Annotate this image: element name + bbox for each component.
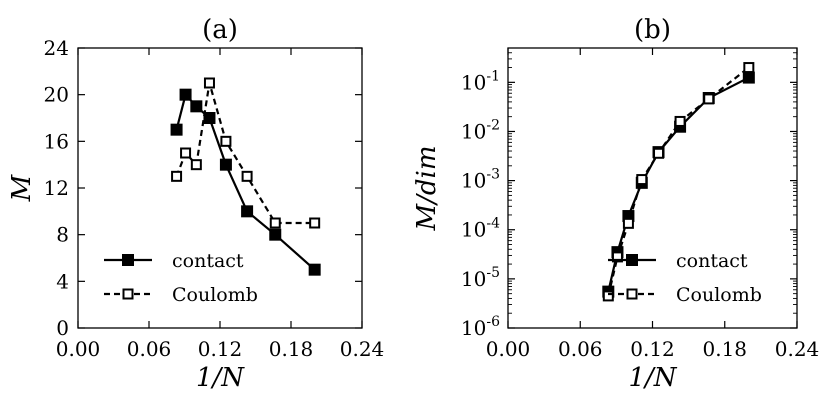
y-tick-label: 10-4 [461,216,500,242]
legend-label-contact: contact [676,250,748,272]
data-point-coulomb [180,147,192,159]
data-point-contact [241,205,254,218]
data-point-contact [742,71,755,84]
legend-marker-coulomb [122,288,134,300]
series-line-contact [175,92,316,271]
legend-label-coulomb: Coulomb [676,284,762,306]
chart-title: (a) [202,15,238,45]
data-point-coulomb [636,174,648,186]
data-point-contact [219,158,232,171]
legend-marker-contact [626,254,638,266]
y-tick-label: 12 [44,176,69,200]
legend-marker-coulomb [626,288,638,300]
data-point-coulomb [622,217,634,229]
y-tick-label: 16 [44,129,69,153]
data-point-coulomb [203,77,215,89]
y-tick-label: 0 [56,316,69,340]
data-point-coulomb [602,290,614,302]
panel-b: (b) 0.00 0.06 0.12 0.18 0.24 10-6 10-5 10-4 10-3 1… [412,15,819,393]
data-point-contact [179,88,192,101]
y-tick-label: 10-3 [461,167,500,193]
data-point-contact [203,112,216,124]
data-point-contact [308,263,321,276]
legend-label-coulomb: Coulomb [172,284,258,306]
x-axis-label: 1/N [196,363,245,393]
data-point-coulomb [674,115,686,127]
y-tick-label: 10-1 [461,68,500,94]
data-point-coulomb [269,217,281,229]
series-line-coulomb [175,82,315,225]
x-tick-label: 0.06 [558,337,603,361]
data-point-coulomb [190,159,202,171]
data-point-contact [190,100,203,113]
y-tick-label: 8 [56,223,69,247]
data-point-coulomb [611,251,623,263]
y-tick-label: 20 [44,83,69,107]
y-axis-label: M/dim [412,146,442,232]
legend-marker-contact [122,254,134,266]
y-axis-label: M [7,173,37,202]
y-tick-label: 10-6 [461,314,500,340]
data-point-coulomb [171,170,183,182]
chart-title: (b) [634,15,671,45]
legend-label-contact: contact [172,250,244,272]
x-tick-label: 0.24 [340,337,385,361]
y-tick-label: 10-5 [461,265,500,291]
data-point-coulomb [241,170,253,182]
data-point-coulomb [309,217,321,229]
data-point-contact [269,228,282,241]
panel-a: (a) 0.00 0.06 0.12 0.18 0.24 0 4 8 12 16 20 24 1/N Mco… [7,15,384,393]
data-point-coulomb [220,135,232,147]
x-tick-label: 0.06 [127,337,172,361]
x-tick-label: 0.00 [486,337,531,361]
x-axis-label: 1/N [628,363,677,393]
y-tick-label: 24 [44,36,69,60]
data-point-coulomb [743,62,755,74]
x-tick-label: 0.12 [630,337,675,361]
y-tick-label: 4 [56,269,69,293]
x-tick-label: 0.12 [198,337,243,361]
x-tick-label: 0.00 [56,337,101,361]
data-point-coulomb [703,93,715,105]
data-point-coulomb [653,147,665,159]
x-tick-label: 0.18 [269,337,314,361]
y-tick-label: 10-2 [461,117,500,143]
x-tick-label: 0.24 [775,337,820,361]
data-point-contact [170,123,183,136]
x-tick-label: 0.18 [702,337,747,361]
